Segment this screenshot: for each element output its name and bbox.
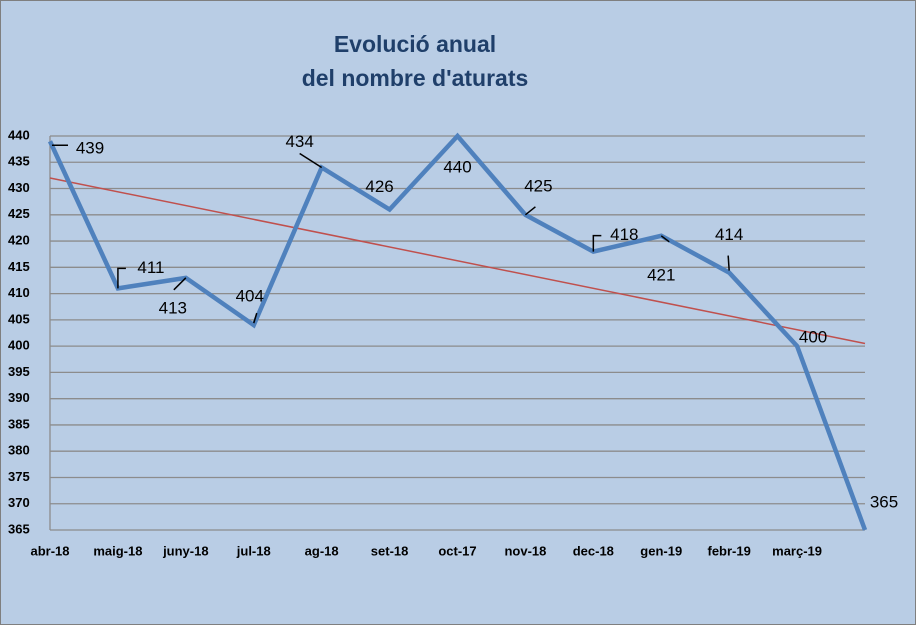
x-tick-label: març-19 [772, 543, 822, 558]
x-tick-label: gen-19 [640, 543, 682, 558]
leader-line [253, 312, 258, 324]
y-tick-label: 400 [8, 338, 30, 353]
data-label: 434 [285, 132, 313, 151]
trendline [49, 177, 866, 345]
y-tick-label: 425 [8, 206, 30, 221]
data-label: 439 [76, 139, 104, 158]
x-tick-label: maig-18 [93, 543, 142, 558]
data-label: 404 [236, 287, 264, 306]
y-tick-label: 380 [8, 443, 30, 458]
data-label: 421 [647, 265, 675, 284]
x-tick-label: juny-18 [162, 543, 209, 558]
x-tick-label: abr-18 [30, 543, 69, 558]
leader-line [592, 234, 602, 252]
leader-line [173, 277, 187, 291]
leader-line [117, 267, 126, 289]
y-tick-label: 370 [8, 495, 30, 510]
x-tick-label: nov-18 [504, 543, 546, 558]
y-tick-label: 390 [8, 390, 30, 405]
y-tick-label: 375 [8, 469, 30, 484]
y-tick-label: 430 [8, 180, 30, 195]
leader-line [524, 206, 536, 216]
data-label: 414 [715, 225, 743, 244]
x-tick-label: dec-18 [573, 543, 614, 558]
data-label: 411 [137, 258, 164, 277]
x-tick-label: febr-19 [707, 543, 750, 558]
y-tick-label: 395 [8, 364, 30, 379]
y-tick-label: 405 [8, 311, 30, 326]
data-label: 413 [159, 298, 187, 317]
data-label: 426 [365, 177, 393, 196]
x-tick-label: set-18 [371, 543, 409, 558]
y-tick-label: 385 [8, 416, 30, 431]
data-label: 425 [524, 176, 552, 195]
data-label: 418 [610, 225, 638, 244]
y-tick-label: 435 [8, 154, 30, 169]
y-tick-label: 420 [8, 233, 30, 248]
y-tick-label: 440 [8, 127, 30, 142]
data-label: 440 [443, 157, 471, 176]
leader-line [727, 255, 730, 271]
data-label: 365 [870, 492, 898, 511]
data-label: 400 [799, 328, 827, 347]
leader-line [299, 152, 323, 169]
x-tick-label: oct-17 [438, 543, 476, 558]
x-tick-label: jul-18 [236, 543, 271, 558]
y-tick-label: 415 [8, 259, 30, 274]
x-tick-label: ag-18 [305, 543, 339, 558]
chart-title: del nombre d'aturats [302, 65, 529, 91]
chart-title: Evolució anual [334, 31, 496, 57]
leader-line [660, 235, 670, 243]
y-tick-label: 410 [8, 285, 30, 300]
y-tick-label: 365 [8, 521, 30, 536]
